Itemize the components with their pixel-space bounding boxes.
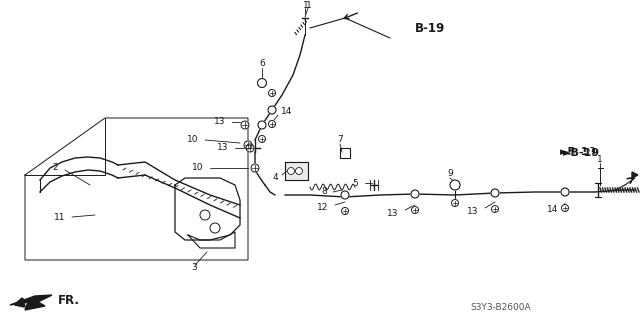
Circle shape <box>269 121 275 128</box>
Circle shape <box>210 223 220 233</box>
Polygon shape <box>632 172 638 178</box>
Circle shape <box>412 206 419 213</box>
Circle shape <box>251 164 259 172</box>
Circle shape <box>342 207 349 214</box>
Circle shape <box>492 205 499 212</box>
Circle shape <box>561 188 569 196</box>
Circle shape <box>258 121 266 129</box>
Text: 1: 1 <box>303 1 309 10</box>
Text: 7: 7 <box>337 136 343 145</box>
Polygon shape <box>10 295 52 310</box>
Circle shape <box>411 190 419 198</box>
Text: ◄B-19: ◄B-19 <box>566 148 603 158</box>
Circle shape <box>287 167 294 174</box>
Circle shape <box>450 180 460 190</box>
Text: B-19: B-19 <box>415 21 445 34</box>
Text: 14: 14 <box>281 108 292 116</box>
Circle shape <box>561 204 568 211</box>
Circle shape <box>269 90 275 97</box>
Circle shape <box>268 106 276 114</box>
Circle shape <box>259 136 266 143</box>
Text: 1: 1 <box>306 2 312 11</box>
Text: 10: 10 <box>186 136 198 145</box>
Circle shape <box>451 199 458 206</box>
Text: S3Y3-B2600A: S3Y3-B2600A <box>470 303 531 313</box>
Text: 8: 8 <box>321 188 327 197</box>
Text: ►B-19: ►B-19 <box>563 148 600 158</box>
Text: 5: 5 <box>352 179 358 188</box>
Text: 13: 13 <box>216 144 228 152</box>
Text: 10: 10 <box>191 164 203 173</box>
Text: 14: 14 <box>547 205 558 214</box>
Circle shape <box>491 189 499 197</box>
Circle shape <box>246 144 254 152</box>
Text: FR.: FR. <box>58 293 80 307</box>
Circle shape <box>241 121 249 129</box>
Text: 11: 11 <box>54 212 65 221</box>
Text: 9: 9 <box>447 169 453 179</box>
Text: 13: 13 <box>467 206 478 216</box>
Circle shape <box>257 78 266 87</box>
Text: 6: 6 <box>259 60 265 69</box>
Circle shape <box>296 167 303 174</box>
Circle shape <box>200 210 210 220</box>
Text: 12: 12 <box>317 204 328 212</box>
Polygon shape <box>285 162 308 180</box>
Text: 1: 1 <box>597 154 603 164</box>
Text: 2: 2 <box>52 164 58 173</box>
Text: 13: 13 <box>387 209 398 218</box>
Text: 3: 3 <box>191 263 197 272</box>
Circle shape <box>244 141 252 149</box>
Circle shape <box>341 191 349 199</box>
Text: 4: 4 <box>273 174 278 182</box>
Text: ►B-19: ►B-19 <box>560 147 597 157</box>
Text: 13: 13 <box>214 117 225 127</box>
